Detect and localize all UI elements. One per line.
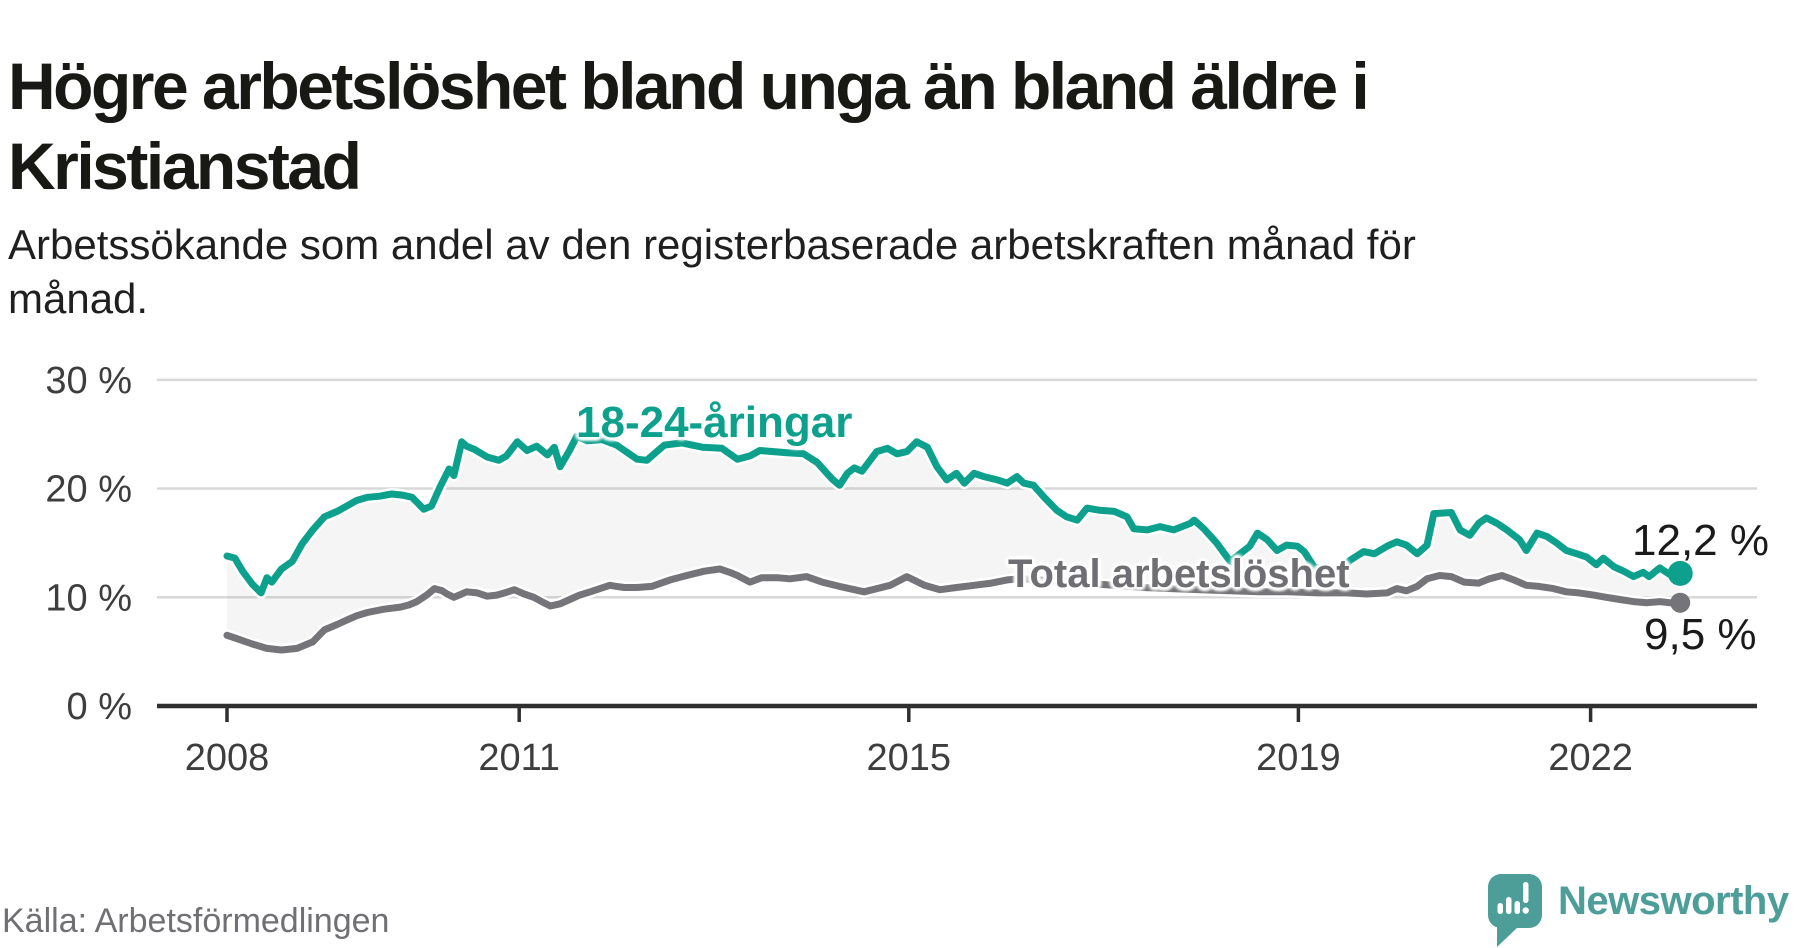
- source-note: Källa: Arbetsförmedlingen: [2, 902, 390, 940]
- line-young-unemployment: [223, 432, 1684, 597]
- x-tick-label: 2022: [1548, 737, 1633, 779]
- x-tick-label: 2015: [867, 737, 952, 779]
- fill-between-area: [227, 436, 1681, 650]
- end-value-label-total: 9,5 %: [1644, 610, 1757, 659]
- end-dot-young: [1667, 560, 1693, 586]
- x-tick-label: 2019: [1256, 737, 1341, 779]
- end-dot-total: [1670, 592, 1691, 613]
- newsworthy-logo-text: Newsworthy: [1558, 879, 1789, 923]
- end-value-label-young: 12,2 %: [1632, 516, 1769, 565]
- x-tick-label: 2008: [185, 737, 270, 779]
- y-tick-label: 10 %: [45, 577, 132, 619]
- newsworthy-logo: Newsworthy: [1486, 872, 1789, 948]
- page-title: Högre arbetslöshet bland unga än bland ä…: [8, 49, 1370, 204]
- y-tick-label: 0 %: [67, 686, 132, 728]
- y-tick-label: 20 %: [45, 469, 132, 511]
- newsworthy-bubble-chart-icon: [1488, 874, 1542, 947]
- chart-subtitle: Arbetssökande som andel av den registerb…: [8, 221, 1416, 322]
- series-label-total: Total arbetslöshet: [1008, 552, 1350, 596]
- series-label-young: 18-24-åringar: [576, 398, 853, 447]
- x-tick-label: 2011: [478, 737, 560, 779]
- line-total-unemployment: [223, 565, 1684, 654]
- y-tick-label: 30 %: [45, 360, 132, 402]
